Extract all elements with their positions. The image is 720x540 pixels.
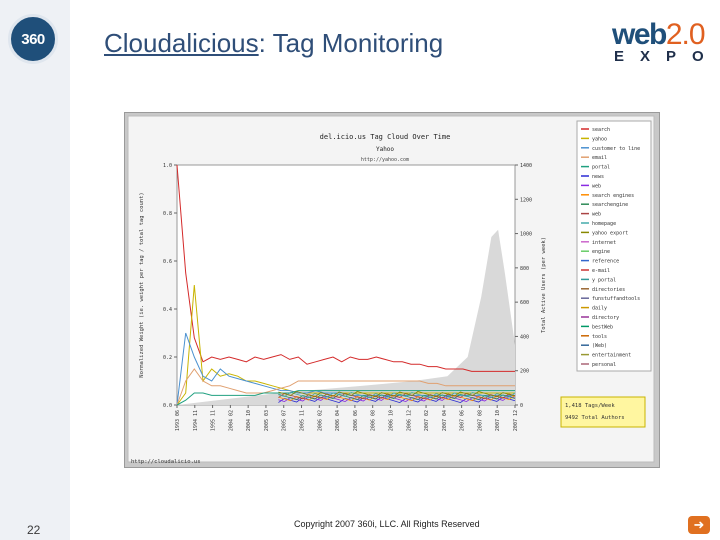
legend-item: e-mail bbox=[592, 268, 610, 274]
y2-tick-label: 600 bbox=[520, 300, 529, 306]
y-tick-label: 0.0 bbox=[163, 403, 172, 409]
logo-360i: 360 bbox=[8, 14, 58, 64]
web20-expo-logo: web2.0 EXPO bbox=[612, 18, 720, 65]
x-tick-label: 2007 10 bbox=[495, 410, 501, 431]
legend-item: tools bbox=[592, 334, 607, 340]
y-tick-label: 0.2 bbox=[163, 355, 172, 361]
legend-item: web bbox=[592, 212, 601, 218]
copyright-text: Copyright 2007 360i, LLC. All Rights Res… bbox=[294, 519, 480, 529]
legend-item: yahoo bbox=[592, 136, 607, 142]
y2-tick-label: 1000 bbox=[520, 232, 532, 238]
y2-tick-label: 1200 bbox=[520, 197, 532, 203]
legend-item: directories bbox=[592, 287, 625, 293]
legend-item: web bbox=[592, 183, 601, 189]
x-tick-label: 2006 04 bbox=[335, 410, 341, 431]
legend-item: internet bbox=[592, 240, 616, 246]
x-tick-label: 2005 07 bbox=[282, 410, 288, 431]
series-line-minor bbox=[278, 390, 516, 398]
y2-tick-label: 0 bbox=[520, 403, 523, 409]
x-tick-label: 2004 02 bbox=[228, 410, 234, 431]
legend-item: search bbox=[592, 127, 610, 133]
legend-item: homepage bbox=[592, 221, 616, 227]
legend-item: (Web) bbox=[592, 343, 607, 349]
series-line-news bbox=[176, 390, 515, 406]
chart-source-url: http://yahoo.com bbox=[361, 157, 409, 163]
stats-text: 9492 Total Authors bbox=[565, 415, 625, 421]
legend-item: reference bbox=[592, 259, 619, 265]
y-tick-label: 1.0 bbox=[163, 163, 172, 169]
legend-item: portal bbox=[592, 165, 610, 171]
y2-tick-label: 200 bbox=[520, 369, 529, 375]
series-line-search bbox=[176, 164, 515, 372]
title-link[interactable]: Cloudalicious bbox=[104, 28, 259, 58]
legend-item: personal bbox=[592, 362, 616, 368]
tag-cloud-chart: del.icio.us Tag Cloud Over Time Yahoo http… bbox=[127, 115, 655, 465]
legend-item: engine bbox=[592, 249, 610, 255]
legend-item: email bbox=[592, 155, 607, 161]
chart-subtitle: Yahoo bbox=[376, 146, 394, 153]
x-tick-label: 2006 12 bbox=[406, 410, 412, 431]
x-tick-label: 1995 11 bbox=[211, 410, 217, 431]
arrow-right-icon[interactable]: ➜ bbox=[688, 516, 710, 534]
chart-watermark: http://cloudalicio.us bbox=[131, 459, 201, 465]
chart-screenshot: del.icio.us Tag Cloud Over Time Yahoo http… bbox=[124, 112, 660, 468]
legend-item: entertainment bbox=[592, 353, 631, 359]
x-tick-label: 2007 12 bbox=[513, 410, 519, 431]
y-tick-label: 0.6 bbox=[163, 259, 172, 265]
x-tick-label: 1994 11 bbox=[193, 410, 199, 431]
y2-tick-label: 400 bbox=[520, 334, 529, 340]
y-axis-label: Normalized Weight (ie. weight per tag / … bbox=[139, 192, 145, 377]
x-tick-label: 2005 03 bbox=[264, 410, 270, 431]
y2-tick-label: 1400 bbox=[520, 163, 532, 169]
legend-item: directory bbox=[592, 315, 619, 321]
stats-text: 1,418 Tags/Week bbox=[565, 403, 615, 409]
x-tick-label: 2004 10 bbox=[246, 410, 252, 431]
x-tick-label: 2007 02 bbox=[424, 410, 430, 431]
x-tick-label: 2007 06 bbox=[460, 410, 466, 431]
slide-title: Cloudalicious: Tag Monitoring bbox=[104, 28, 444, 58]
page-number: 22 bbox=[27, 523, 41, 537]
series-line-minor bbox=[278, 392, 516, 400]
legend-item: yahoo export bbox=[592, 230, 628, 236]
legend-item: daily bbox=[592, 306, 607, 312]
legend-item: funstuffandtools bbox=[592, 296, 640, 302]
legend-item: y portal bbox=[592, 277, 616, 283]
x-tick-label: 2005 11 bbox=[300, 410, 306, 431]
chart-title: del.icio.us Tag Cloud Over Time bbox=[320, 133, 451, 141]
legend-item: bestWeb bbox=[592, 324, 613, 330]
y-tick-label: 0.8 bbox=[163, 211, 172, 217]
x-tick-label: 2006 06 bbox=[353, 410, 359, 431]
x-tick-label: 2007 04 bbox=[442, 410, 448, 431]
plot-area bbox=[176, 164, 516, 406]
x-tick-label: 1993 06 bbox=[175, 410, 181, 431]
x-tick-label: 2006 10 bbox=[388, 410, 394, 431]
legend-item: customer to line bbox=[592, 146, 640, 152]
x-tick-label: 2006 02 bbox=[317, 410, 323, 431]
left-sidebar bbox=[0, 0, 70, 540]
legend-box bbox=[576, 120, 652, 372]
y-tick-label: 0.4 bbox=[163, 307, 172, 313]
series-line-portal bbox=[176, 368, 515, 406]
active-users-area bbox=[177, 229, 515, 405]
legend-item: searchengine bbox=[592, 202, 628, 208]
x-tick-label: 2007 08 bbox=[477, 410, 483, 431]
legend-item: news bbox=[592, 174, 604, 180]
y2-axis-label: Total Active Users (per week) bbox=[541, 237, 547, 333]
stats-box bbox=[560, 396, 646, 428]
x-tick-label: 2006 08 bbox=[371, 410, 377, 431]
y2-tick-label: 800 bbox=[520, 266, 529, 272]
legend-item: search engines bbox=[592, 193, 634, 199]
